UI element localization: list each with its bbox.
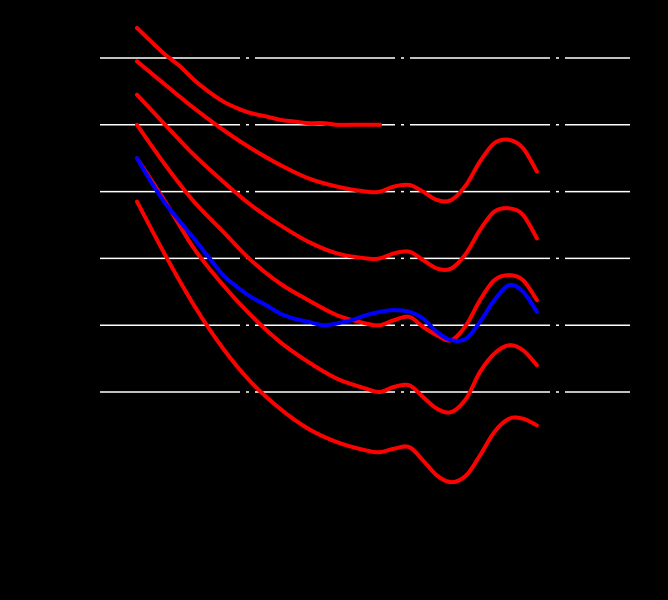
curve-series xyxy=(135,25,539,485)
red-curve-5 xyxy=(135,199,539,485)
blue-curve-6 xyxy=(135,156,539,343)
red-curve-3 xyxy=(135,122,539,343)
red-curve-0 xyxy=(135,25,382,127)
red-curve-2 xyxy=(135,92,539,272)
red-curve-1 xyxy=(135,59,539,204)
red-curve-4 xyxy=(135,156,539,415)
